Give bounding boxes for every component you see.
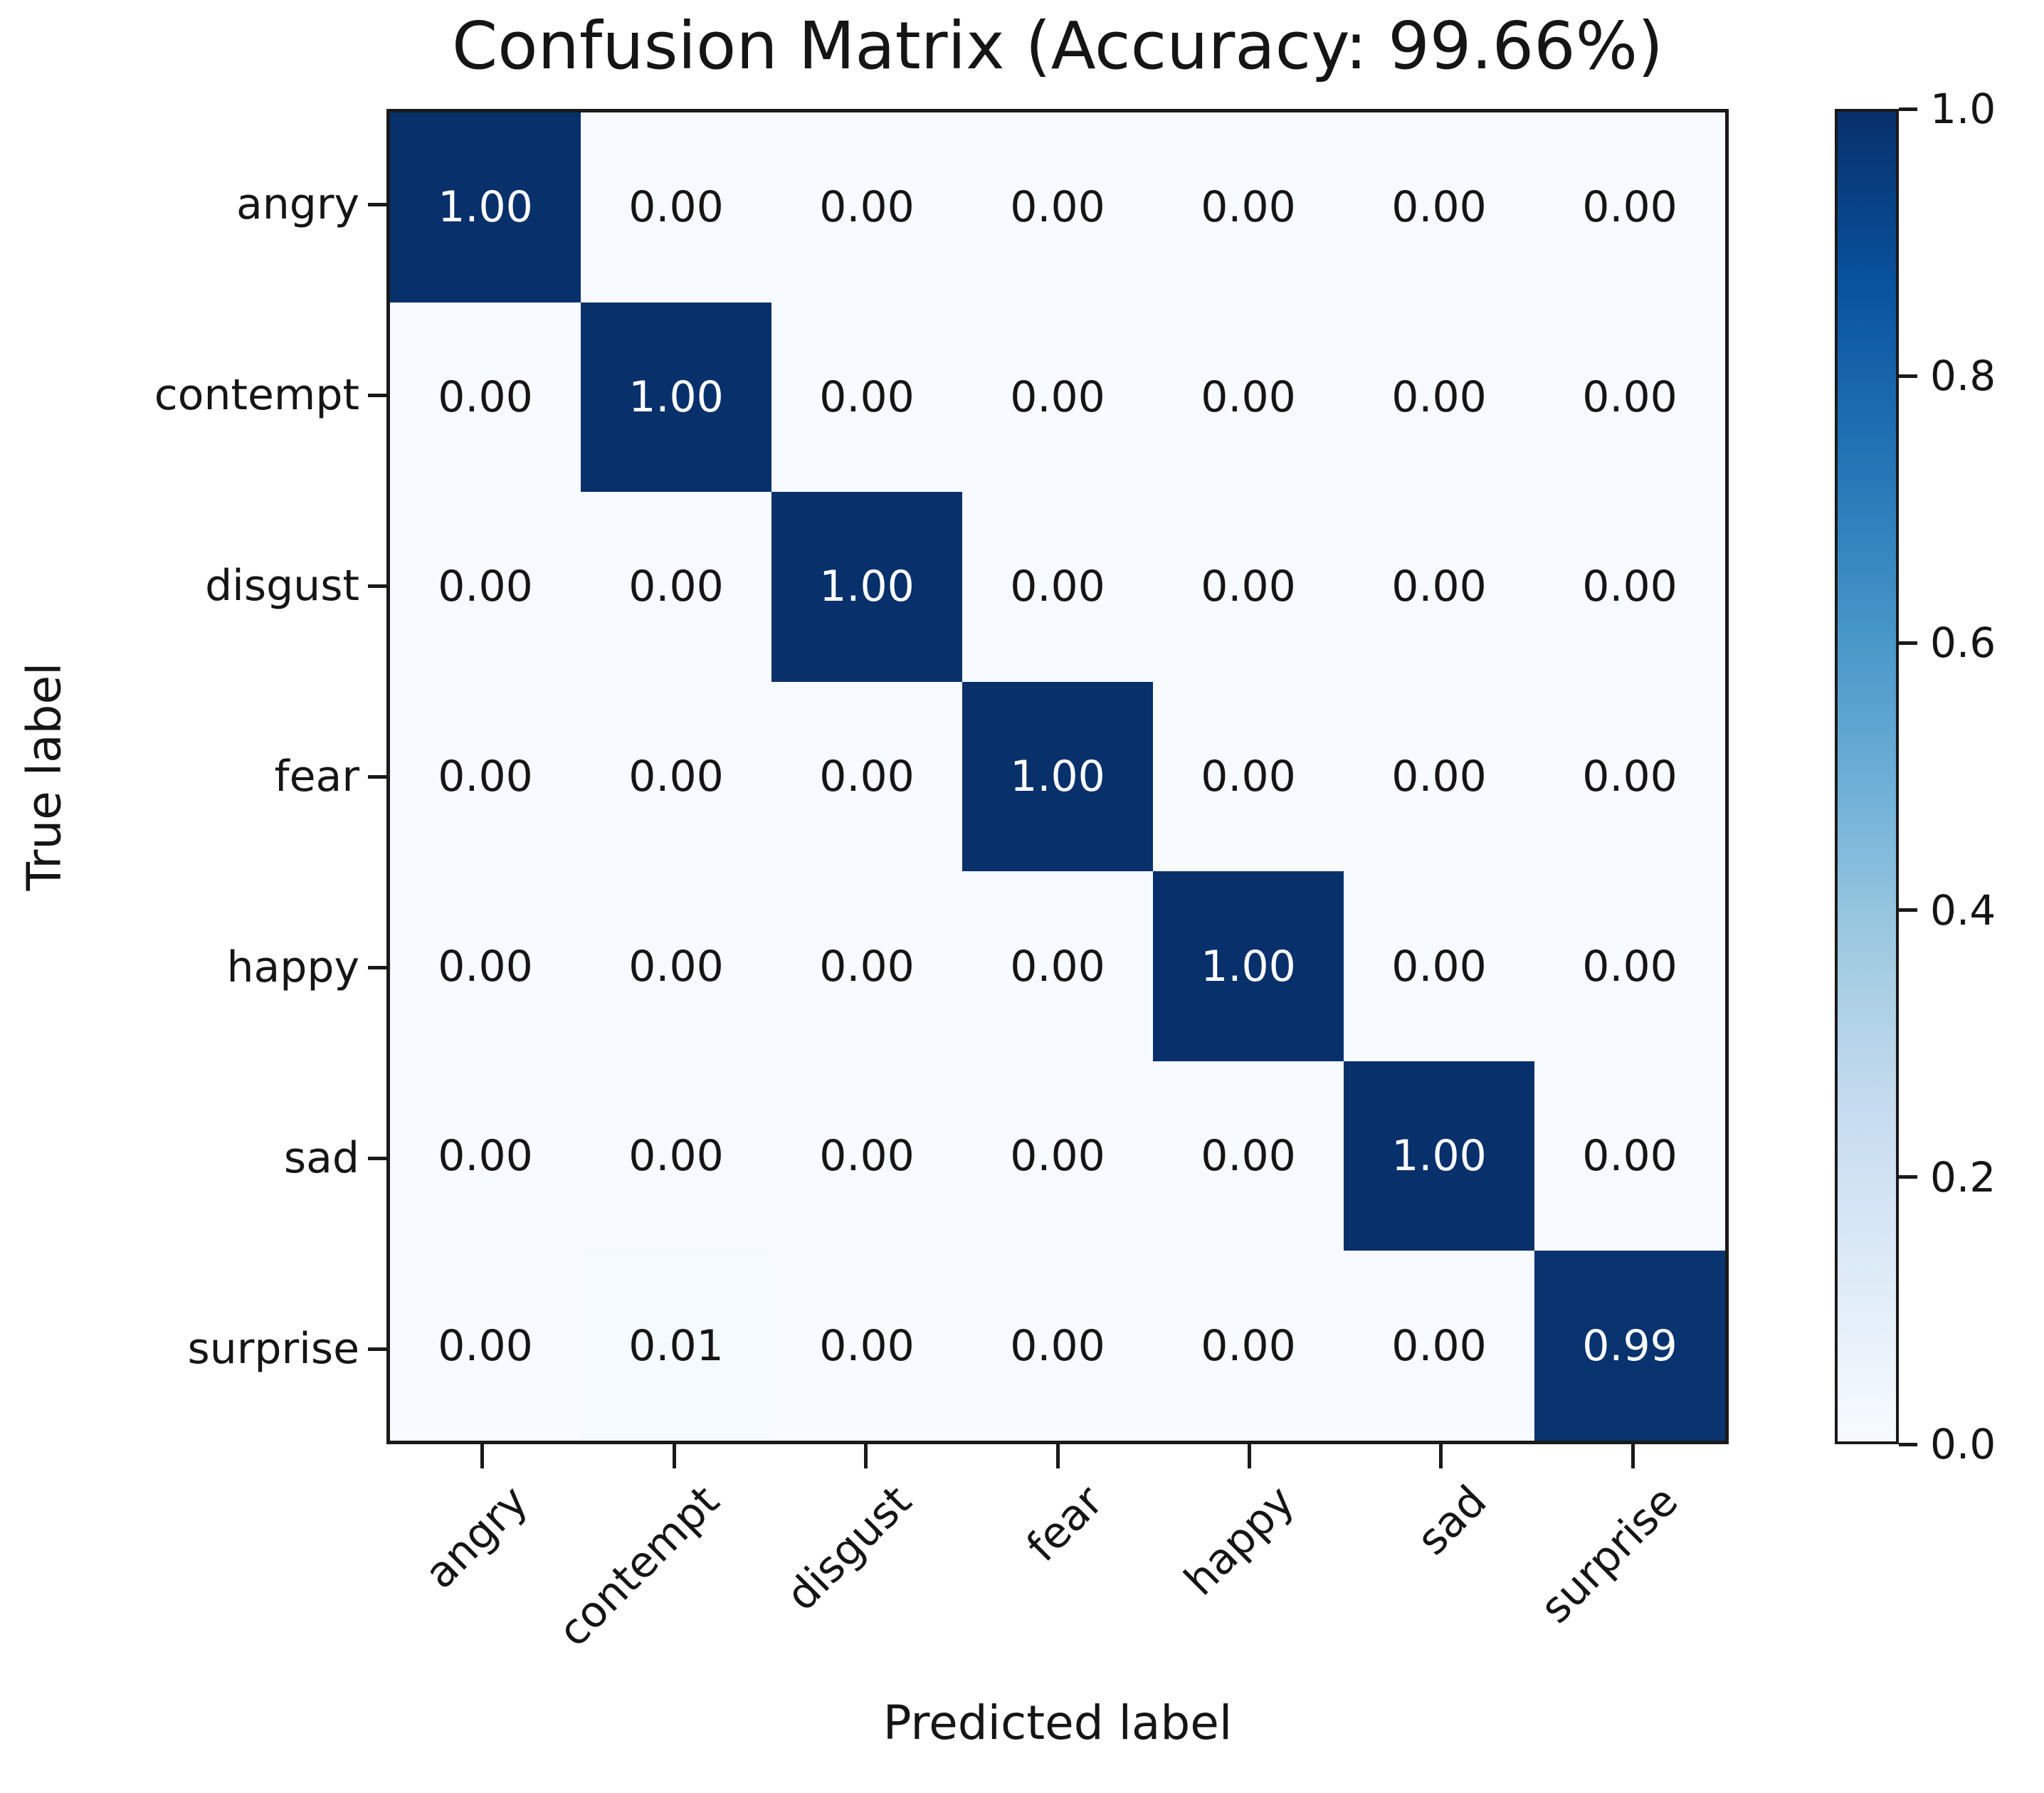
y-axis-title: True label [16, 662, 72, 891]
x-tick-mark [1247, 1444, 1251, 1468]
matrix-cell: 0.00 [1534, 302, 1725, 493]
colorbar-tick-mark [1899, 374, 1917, 378]
y-tick-mark [368, 774, 386, 779]
matrix-cell: 0.00 [1534, 871, 1725, 1061]
matrix-cell: 0.00 [771, 1251, 962, 1441]
colorbar-tick-mark [1899, 908, 1917, 913]
matrix-cell: 0.00 [581, 112, 771, 303]
y-tick-mark [368, 1156, 386, 1160]
y-tick-label: fear [274, 752, 359, 801]
y-tick-mark [368, 584, 386, 588]
matrix-cell: 1.00 [581, 302, 771, 493]
matrix-cell: 0.00 [962, 871, 1153, 1061]
matrix-cell: 1.00 [1153, 871, 1344, 1061]
matrix-cell: 0.00 [771, 112, 962, 303]
matrix-cell: 1.00 [962, 681, 1153, 872]
colorbar-tick-mark [1899, 107, 1917, 111]
matrix-cell: 0.00 [771, 681, 962, 872]
matrix-cell: 1.00 [390, 112, 581, 303]
heatmap-plot: 1.00 0.00 0.00 0.00 0.00 0.00 0.00 0.00 1.00 0.00… [386, 109, 1729, 1444]
matrix-cell: 1.00 [771, 492, 962, 682]
matrix-cell: 0.00 [1344, 302, 1534, 493]
chart-title: Confusion Matrix (Accuracy: 99.66%) [452, 8, 1663, 84]
matrix-cell: 0.00 [1344, 112, 1534, 303]
y-tick-label: happy [226, 942, 359, 992]
matrix-cell: 0.00 [1534, 681, 1725, 872]
x-tick-mark [864, 1444, 868, 1468]
colorbar-tick-mark [1899, 1442, 1917, 1446]
matrix-cell: 0.00 [962, 302, 1153, 493]
matrix-cell: 0.00 [771, 871, 962, 1061]
matrix-cell: 0.99 [1534, 1251, 1725, 1441]
matrix-cell: 0.01 [581, 1251, 771, 1441]
x-tick-mark [480, 1444, 485, 1468]
matrix-cell: 0.00 [581, 492, 771, 682]
y-tick-mark [368, 202, 386, 206]
colorbar-tick-label: 1.0 [1930, 85, 1996, 133]
matrix-cell: 0.00 [1534, 492, 1725, 682]
matrix-cell: 0.00 [390, 1061, 581, 1251]
matrix-cell: 0.00 [962, 1251, 1153, 1441]
matrix-cell: 0.00 [1153, 1251, 1344, 1441]
confusion-matrix-grid: 1.00 0.00 0.00 0.00 0.00 0.00 0.00 0.00 1.00 0.00… [390, 112, 1725, 1441]
x-tick-mark [1439, 1444, 1443, 1468]
matrix-cell: 0.00 [1344, 1251, 1534, 1441]
matrix-cell: 0.00 [390, 1251, 581, 1441]
matrix-cell: 0.00 [390, 681, 581, 872]
matrix-cell: 0.00 [1153, 1061, 1344, 1251]
colorbar-tick-mark [1899, 1175, 1917, 1179]
colorbar-tick-label: 0.0 [1930, 1420, 1996, 1468]
x-axis-title: Predicted label [883, 1695, 1233, 1750]
colorbar-tick-label: 0.4 [1930, 885, 1996, 935]
y-tick-label: contempt [154, 370, 359, 420]
matrix-cell: 0.00 [390, 492, 581, 682]
y-tick-mark [368, 393, 386, 397]
matrix-cell: 0.00 [581, 1061, 771, 1251]
matrix-cell: 0.00 [1344, 871, 1534, 1061]
matrix-cell: 0.00 [1344, 681, 1534, 872]
matrix-cell: 0.00 [1153, 302, 1344, 493]
matrix-cell: 1.00 [1344, 1061, 1534, 1251]
matrix-cell: 0.00 [390, 871, 581, 1061]
matrix-cell: 0.00 [581, 681, 771, 872]
matrix-cell: 0.00 [962, 492, 1153, 682]
colorbar-tick-label: 0.8 [1930, 352, 1996, 401]
y-tick-label: sad [283, 1133, 359, 1183]
x-tick-mark [1055, 1444, 1060, 1468]
y-tick-label: surprise [187, 1324, 359, 1374]
matrix-cell: 0.00 [1153, 492, 1344, 682]
y-tick-mark [368, 1347, 386, 1351]
matrix-cell: 0.00 [1534, 1061, 1725, 1251]
matrix-cell: 0.00 [1153, 681, 1344, 872]
y-tick-mark [368, 965, 386, 969]
matrix-cell: 0.00 [1534, 112, 1725, 303]
matrix-cell: 0.00 [390, 302, 581, 493]
matrix-cell: 0.00 [771, 1061, 962, 1251]
matrix-cell: 0.00 [1344, 492, 1534, 682]
y-tick-label: disgust [205, 561, 359, 611]
x-tick-mark [1631, 1444, 1635, 1468]
colorbar-tick-label: 0.6 [1930, 619, 1996, 668]
colorbar-tick-mark [1899, 641, 1917, 645]
y-tick-label: angry [236, 179, 359, 229]
matrix-cell: 0.00 [1153, 112, 1344, 303]
x-tick-mark [672, 1444, 676, 1468]
colorbar-tick-label: 0.2 [1930, 1152, 1996, 1202]
matrix-cell: 0.00 [962, 112, 1153, 303]
colorbar [1835, 109, 1899, 1444]
matrix-cell: 0.00 [771, 302, 962, 493]
matrix-cell: 0.00 [962, 1061, 1153, 1251]
matrix-cell: 0.00 [581, 871, 771, 1061]
